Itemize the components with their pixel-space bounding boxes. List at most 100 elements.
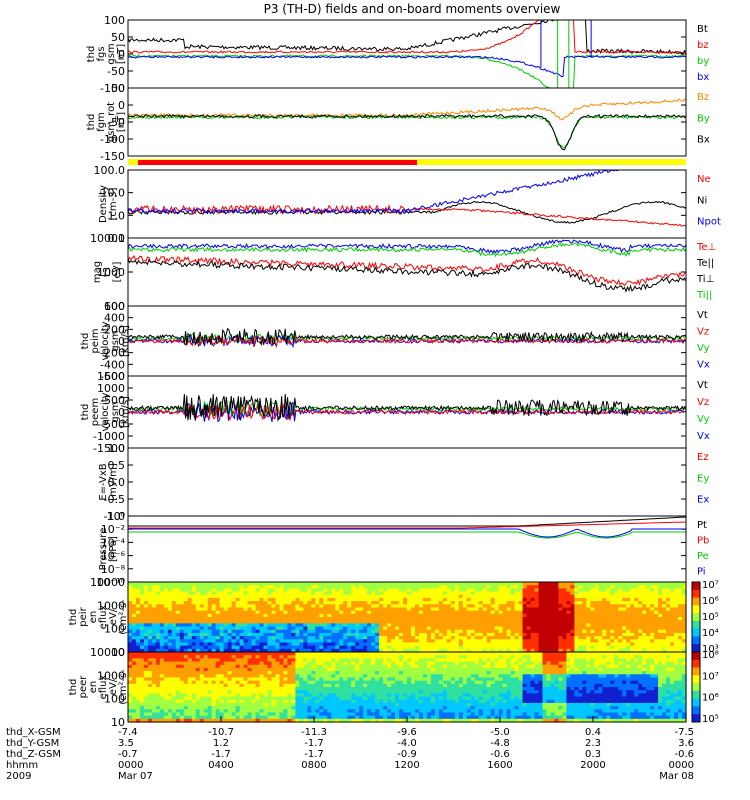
spectrogram-cell: [414, 597, 420, 602]
spectrogram-cell: [167, 591, 173, 596]
spectrogram-cell: [642, 629, 647, 634]
spectrogram-cell: [367, 671, 372, 675]
spectrogram-cell: [195, 620, 201, 624]
spectrogram-cell: [351, 610, 356, 615]
legend-entry: Vx: [697, 431, 710, 442]
spectrogram-cell: [470, 591, 476, 596]
spectrogram-cell: [271, 718, 277, 723]
spectrogram-cell: [335, 645, 340, 650]
spectrogram-cell: [235, 658, 241, 663]
spectrogram-cell: [387, 597, 392, 602]
spectrogram-cell: [466, 623, 472, 628]
spectrogram-cell: [259, 597, 265, 602]
spectrogram-cell: [295, 658, 300, 663]
spectrogram-cell: [339, 715, 344, 720]
spectrogram-cell: [267, 601, 273, 605]
spectrogram-cell: [227, 617, 233, 621]
spectrogram-cell: [550, 585, 556, 589]
spectrogram-cell: [454, 585, 460, 589]
spectrogram-cell: [470, 629, 476, 634]
spectrogram-cell: [195, 626, 201, 631]
spectrogram-cell: [171, 699, 177, 704]
spectrogram-cell: [179, 667, 185, 672]
spectrogram-cell: [283, 623, 289, 628]
spectrogram-cell: [135, 591, 141, 596]
spectrogram-cell: [410, 591, 416, 596]
spectrogram-cell: [546, 601, 552, 605]
spectrogram-cell: [383, 652, 388, 656]
spectrogram-cell: [191, 699, 197, 704]
spectrogram-cell: [255, 645, 261, 650]
spectrogram-cell: [179, 718, 185, 723]
series-ti-perp: [127, 239, 687, 254]
spectrogram-cell: [598, 607, 603, 612]
spectrogram-cell: [407, 652, 412, 656]
spectrogram-cell: [143, 687, 149, 691]
spectrogram-cell: [279, 718, 285, 723]
spectrogram-cell: [391, 706, 396, 710]
spectrogram-cell: [195, 610, 201, 615]
spectrogram-cell: [410, 677, 416, 682]
spectrogram-cell: [379, 680, 384, 685]
spectrogram-cell: [287, 642, 293, 647]
spectrogram-cell: [143, 667, 149, 672]
spectrogram-cell: [582, 607, 587, 612]
spectrogram-cell: [626, 639, 631, 644]
spectrogram-cell: [207, 658, 213, 663]
spectrogram-cell: [319, 620, 324, 624]
spectrogram-cell: [391, 610, 396, 615]
spectrogram-cell: [128, 591, 133, 596]
spectrogram-cell: [454, 610, 460, 615]
spectrogram-cell: [478, 591, 484, 596]
spectrogram-cell: [622, 648, 627, 653]
spectrogram-cell: [163, 623, 169, 628]
spectrogram-cell: [614, 620, 619, 624]
spectrogram-cell: [175, 626, 181, 631]
spectrogram-cell: [446, 594, 452, 599]
spectrogram-cell: [410, 693, 416, 698]
spectrogram-cell: [247, 677, 253, 682]
spectrogram-cell: [167, 610, 173, 615]
spectrogram-cell: [506, 648, 512, 653]
spectrogram-cell: [682, 642, 687, 647]
spectrogram-cell: [211, 582, 217, 586]
spectrogram-cell: [430, 636, 436, 640]
spectrogram-cell: [287, 617, 293, 621]
spectrogram-cell: [403, 639, 408, 644]
spectrogram-cell: [442, 626, 448, 631]
spectrogram-cell: [335, 680, 340, 685]
spectrogram-cell: [291, 671, 296, 675]
spectrogram-cell: [367, 610, 372, 615]
spectrogram-cell: [275, 696, 281, 701]
spectrogram-cell: [295, 626, 300, 631]
spectrogram-cell: [606, 642, 611, 647]
spectrogram-cell: [311, 617, 316, 621]
spectrogram-cell: [343, 709, 348, 714]
spectrogram-cell: [191, 658, 197, 663]
spectrogram-cell: [654, 607, 659, 612]
spectrogram-cell: [211, 604, 217, 609]
spectrogram-cell: [510, 620, 516, 624]
spectrogram-cell: [650, 645, 655, 650]
spectrogram-cell: [678, 620, 683, 624]
spectrogram-cell: [363, 604, 368, 609]
spectrogram-cell: [634, 623, 639, 628]
spectrogram-cell: [219, 604, 225, 609]
spectrogram-cell: [418, 645, 424, 650]
spectrogram-cell: [311, 645, 316, 650]
spectrogram-cell: [494, 639, 500, 644]
spectrogram-cell: [363, 683, 368, 688]
spectrogram-cell: [514, 632, 520, 637]
spectrogram-cell: [135, 664, 141, 669]
spectrogram-cell: [351, 642, 356, 647]
spectrogram-cell: [554, 601, 560, 605]
spectrogram-cell: [474, 623, 480, 628]
spectrogram-cell: [391, 696, 396, 701]
spectrogram-cell: [343, 626, 348, 631]
spectrogram-cell: [450, 591, 456, 596]
spectrogram-cell: [231, 696, 237, 701]
spectrogram-cell: [171, 683, 177, 688]
spectrogram-cell: [542, 620, 548, 624]
spectrogram-cell: [327, 690, 332, 694]
spectrogram-cell: [395, 652, 400, 656]
